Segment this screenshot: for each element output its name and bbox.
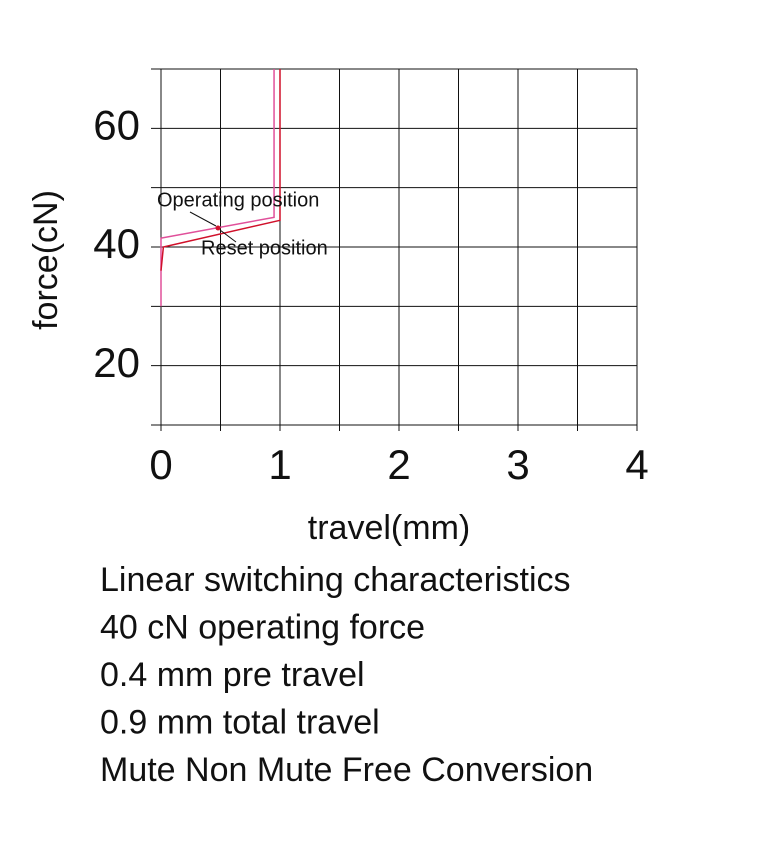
annotation-arrow (219, 229, 237, 243)
note: 0.4 mm pre travel (100, 656, 365, 694)
y-tick-label: 20 (93, 339, 140, 386)
x-tick-label: 2 (387, 441, 410, 488)
annotation-point (215, 225, 221, 231)
x-tick-label: 1 (268, 441, 291, 488)
note: 40 cN operating force (100, 608, 425, 646)
y-axis-label: force(cN) (27, 190, 65, 330)
y-tick-label: 40 (93, 220, 140, 267)
note: 0.9 mm total travel (100, 703, 380, 741)
annotation: Reset position (201, 237, 328, 259)
annotation: Operating position (157, 189, 319, 211)
note: Mute Non Mute Free Conversion (100, 751, 593, 789)
note: Linear switching characteristics (100, 561, 571, 599)
y-tick-label: 60 (93, 101, 140, 148)
x-tick-label: 0 (149, 441, 172, 488)
x-tick-label: 3 (506, 441, 529, 488)
line (160, 69, 281, 271)
annotation-arrow (189, 211, 217, 227)
x-tick-label: 4 (625, 441, 648, 488)
x-axis-label: travel(mm) (308, 509, 470, 547)
